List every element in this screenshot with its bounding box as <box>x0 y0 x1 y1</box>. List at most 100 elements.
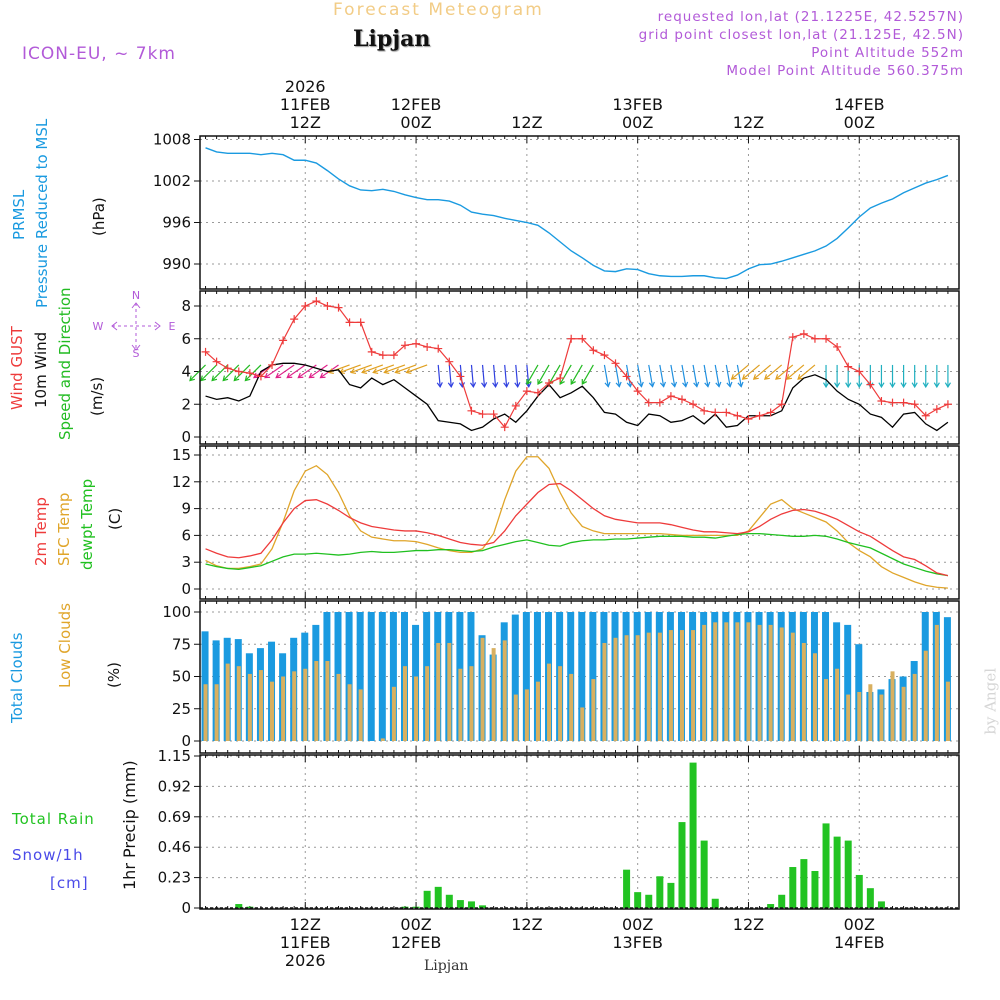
cloud-total-bar <box>822 612 830 741</box>
wind-arrow-shaft <box>437 364 441 387</box>
compass-e: E <box>169 320 176 333</box>
wind-arrow-shaft <box>384 364 406 374</box>
wind-arrow-shaft <box>200 364 218 381</box>
wind-arrow-head <box>372 368 379 375</box>
gust-point <box>677 395 686 404</box>
wind-arrow-head <box>458 382 466 389</box>
meteogram-title: Forecast Meteogram <box>333 0 544 20</box>
cloud-low-bar <box>868 684 873 741</box>
cloud-low-bar <box>768 624 773 741</box>
wind-arrow-head <box>447 382 454 389</box>
bottom-axis-time: 12Z <box>511 915 542 934</box>
cloud-low-bar <box>724 622 729 741</box>
panel-frame <box>199 600 960 754</box>
wind-arrow-shaft <box>637 364 643 387</box>
wind-arrow-head <box>670 381 678 388</box>
wind-arrow <box>361 364 384 375</box>
bottom-axis-date: 11FEB <box>280 933 331 952</box>
cloud-low-bar <box>225 663 230 741</box>
wind-arrow-head <box>752 374 759 380</box>
cloud-low-bar <box>380 738 385 741</box>
y-tick-label: 6 <box>181 330 191 348</box>
wind-arrow-shaft <box>189 364 206 381</box>
rain-bar <box>645 894 653 908</box>
gust-point <box>522 387 531 396</box>
wind-arrow <box>752 364 772 380</box>
wind-arrow-head <box>726 381 733 388</box>
pressure-line <box>205 147 949 280</box>
gust-point <box>899 398 908 407</box>
wind-arrow-shaft <box>764 364 783 380</box>
gust-point <box>578 334 587 343</box>
gust-point <box>456 372 465 381</box>
cloud-low-bar <box>303 668 308 741</box>
rain-bar <box>778 894 786 908</box>
wind-gust-line <box>205 300 949 429</box>
rain-bar <box>456 900 464 908</box>
wind-arrow <box>559 364 572 386</box>
rain-bar <box>634 892 642 908</box>
y-tick-label: 6 <box>181 526 191 544</box>
wind-arrow-head <box>233 375 240 382</box>
wind-arrow <box>383 364 406 375</box>
gust-point <box>655 398 664 407</box>
gust-point <box>777 400 786 409</box>
gust-point <box>478 410 487 419</box>
gust-point <box>722 408 731 417</box>
cloud-low-bar <box>602 642 607 741</box>
gust-point <box>633 387 642 396</box>
wind-arrow-shaft <box>703 364 709 387</box>
wind-arrow <box>681 364 689 388</box>
wind-arrow-head <box>481 382 488 389</box>
gust-point <box>290 315 299 324</box>
wind-arrow-head <box>492 382 499 389</box>
wind-arrow-head <box>514 382 521 389</box>
wind-arrow <box>436 364 443 389</box>
model-label: ICON-EU, ~ 7km <box>22 44 176 64</box>
cloud-low-bar <box>402 666 407 741</box>
gust-point <box>412 339 421 348</box>
wind-arrow <box>878 364 885 389</box>
wind-arrow-shaft <box>339 364 361 374</box>
gust-point <box>234 367 243 376</box>
cloud-low-bar <box>569 673 574 741</box>
cloud-total-bar <box>844 624 852 741</box>
gust-point <box>301 302 310 310</box>
wind-arrow <box>889 364 896 389</box>
wind-arrow-shaft <box>559 364 572 385</box>
wind-arrow-head <box>200 375 207 382</box>
temp-dewpt-line <box>205 532 949 577</box>
gust-point <box>323 302 332 310</box>
cloud-total-bar <box>533 612 541 741</box>
wind-arrow-shaft <box>603 364 609 387</box>
cloud-low-bar <box>580 707 585 741</box>
rain-bar <box>678 822 686 908</box>
wind-arrow <box>900 364 907 389</box>
y-tick-label: 990 <box>162 255 191 273</box>
wind-arrow-head <box>327 368 334 375</box>
wind-arrow-shaft <box>493 364 497 387</box>
y-tick-label: 0 <box>181 899 191 917</box>
bottom-axis-year: 2026 <box>285 951 326 970</box>
top-axis-date: 13FEB <box>612 95 663 114</box>
gust-point <box>855 367 864 376</box>
gust-point <box>356 318 365 327</box>
gust-point <box>367 347 376 356</box>
panel-frame <box>199 135 960 290</box>
wind-arrow-head <box>222 375 229 382</box>
gust-point <box>866 380 875 389</box>
gust-point <box>245 369 254 378</box>
top-axis-date: 12FEB <box>391 95 442 114</box>
wind-arrow-shaft <box>648 364 654 387</box>
wind-arrow-shaft <box>725 364 731 387</box>
wind-arrow-head <box>211 375 218 382</box>
cloud-total-bar <box>389 612 397 741</box>
cloud-low-bar <box>635 635 640 741</box>
bottom-axis-date: 12FEB <box>391 933 442 952</box>
wind-arrow-shaft <box>753 364 772 380</box>
cloud-total-bar <box>367 612 375 741</box>
wind-arrow-shaft <box>504 364 508 387</box>
gust-point <box>622 372 631 381</box>
wind-arrow <box>922 364 929 389</box>
cloud-total-bar <box>522 612 530 741</box>
